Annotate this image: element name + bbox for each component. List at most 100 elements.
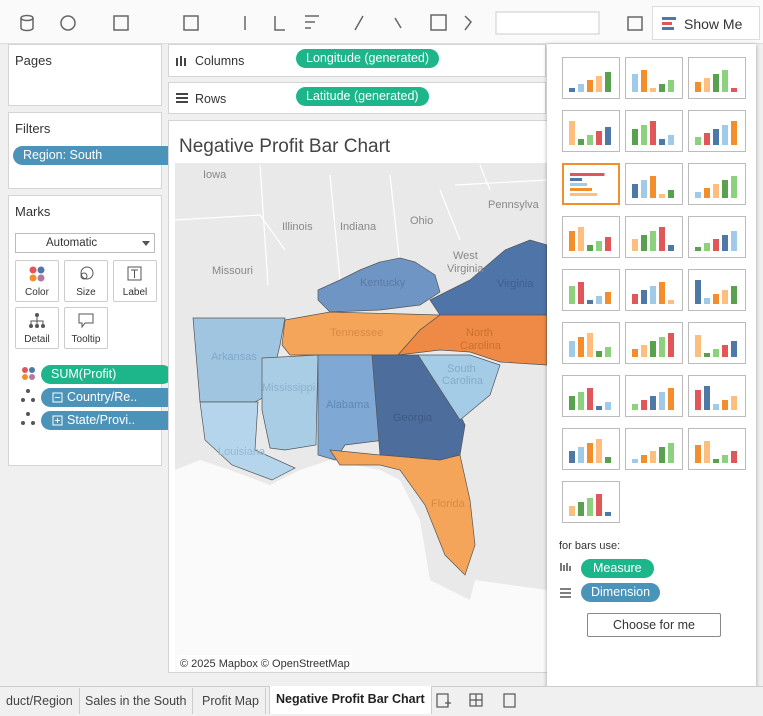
- thumbnail-shape: [605, 127, 611, 145]
- map-label: Carolina: [460, 340, 502, 352]
- thumbnail-icon: [632, 282, 674, 304]
- map-label: Missouri: [212, 265, 253, 277]
- thumbnail-shape: [641, 180, 647, 198]
- show-me-button[interactable]: Show Me: [652, 6, 760, 40]
- chart-type-thumbnail[interactable]: [688, 216, 746, 258]
- chart-type-thumbnail[interactable]: [562, 375, 620, 417]
- thumbnail-shape: [605, 237, 611, 251]
- chart-type-thumbnail[interactable]: [562, 481, 620, 523]
- thumbnail-shape: [569, 121, 575, 145]
- chart-type-thumbnail[interactable]: [625, 375, 683, 417]
- choose-for-me-button[interactable]: Choose for me: [587, 613, 721, 637]
- chart-type-thumbnail[interactable]: [562, 322, 620, 364]
- chart-type-thumbnail[interactable]: [625, 57, 683, 99]
- columns-icon: [176, 56, 186, 66]
- thumbnail-shape: [668, 333, 674, 357]
- map-label: Georgia: [393, 412, 433, 424]
- tooltip-button[interactable]: Tooltip: [64, 307, 108, 349]
- chart-type-thumbnail[interactable]: [625, 428, 683, 470]
- thumbnail-shape: [641, 455, 647, 463]
- chart-type-thumbnail[interactable]: [562, 269, 620, 311]
- thumbnail-shape: [605, 292, 611, 304]
- pages-card: Pages: [8, 44, 162, 106]
- thumbnail-shape: [632, 459, 638, 463]
- sheet-tab[interactable]: Sales in the South: [79, 688, 194, 714]
- thumbnail-shape: [605, 512, 611, 516]
- thumbnail-shape: [713, 74, 719, 92]
- sheet-tab[interactable]: duct/Region: [0, 688, 80, 714]
- map-label: Illinois: [282, 221, 313, 233]
- thumbnail-shape: [569, 396, 575, 410]
- chart-type-thumbnail[interactable]: [688, 428, 746, 470]
- thumbnail-shape: [570, 188, 592, 191]
- detail-button[interactable]: Detail: [15, 307, 59, 349]
- chart-type-thumbnail[interactable]: [688, 110, 746, 152]
- color-button[interactable]: Color: [15, 260, 59, 302]
- chart-type-thumbnail[interactable]: [688, 57, 746, 99]
- chart-type-thumbnail[interactable]: [562, 163, 620, 205]
- mark-type-dropdown[interactable]: Automatic: [15, 233, 155, 253]
- thumbnail-shape: [596, 76, 602, 92]
- chart-type-thumbnail[interactable]: [688, 163, 746, 205]
- thumbnail-shape: [641, 125, 647, 145]
- active-sheet-tab[interactable]: Negative Profit Bar Chart: [269, 686, 432, 714]
- thumbnail-icon: [569, 494, 611, 516]
- thumbnail-shape: [713, 459, 719, 463]
- map-label: Louisiana: [218, 446, 266, 458]
- tooltip-icon: [78, 313, 94, 329]
- thumbnail-shape: [596, 406, 602, 410]
- thumbnail-icon: [569, 388, 611, 410]
- thumbnail-shape: [650, 88, 656, 92]
- chart-type-thumbnail[interactable]: [688, 375, 746, 417]
- thumbnail-shape: [569, 506, 575, 516]
- chart-type-thumbnail[interactable]: [625, 269, 683, 311]
- map-label: Ohio: [410, 215, 433, 227]
- thumbnail-shape: [570, 178, 582, 181]
- size-button[interactable]: Size: [64, 260, 108, 302]
- chart-type-thumbnail[interactable]: [562, 57, 620, 99]
- map-label: Mississippi: [262, 382, 315, 394]
- thumbnail-icon: [569, 227, 611, 251]
- chart-type-thumbnail[interactable]: [625, 322, 683, 364]
- thumbnail-shape: [713, 239, 719, 251]
- columns-pill[interactable]: Longitude (generated): [296, 49, 440, 68]
- thumbnail-icon: [632, 333, 674, 357]
- thumbnail-shape: [578, 392, 584, 410]
- thumbnail-shape: [731, 231, 737, 251]
- thumbnail-shape: [587, 80, 593, 92]
- dimension-pill[interactable]: Country/Re..: [41, 388, 188, 407]
- thumbnail-shape: [596, 351, 602, 357]
- thumbnail-shape: [605, 347, 611, 357]
- attribution-bg: [177, 655, 352, 670]
- filter-pill[interactable]: Region: South: [13, 146, 177, 165]
- thumbnail-shape: [704, 386, 710, 410]
- thumbnail-shape: [713, 184, 719, 198]
- chart-type-thumbnail[interactable]: [625, 163, 683, 205]
- thumbnail-shape: [704, 353, 710, 357]
- label-icon: [127, 266, 142, 281]
- sheet-tab[interactable]: Profit Map: [196, 688, 266, 714]
- chart-type-thumbnail[interactable]: [562, 110, 620, 152]
- color-icon: [29, 266, 45, 282]
- rows-pill[interactable]: Latitude (generated): [296, 87, 429, 106]
- chart-type-thumbnail[interactable]: [625, 216, 683, 258]
- columns-shelf: Columns Longitude (generated): [168, 44, 546, 77]
- chart-type-thumbnail[interactable]: [562, 428, 620, 470]
- label-label: Label: [122, 287, 148, 298]
- chart-type-thumbnail[interactable]: [625, 110, 683, 152]
- chart-type-thumbnail[interactable]: [688, 322, 746, 364]
- dimension-pill[interactable]: State/Provi..: [41, 411, 188, 430]
- label-button[interactable]: Label: [113, 260, 157, 302]
- thumbnail-shape: [570, 173, 605, 176]
- chart-type-thumbnail[interactable]: [562, 216, 620, 258]
- measure-pill[interactable]: SUM(Profit): [41, 365, 172, 384]
- map-labels: Iowa Illinois Indiana Ohio Pennsylva Mis…: [203, 169, 540, 510]
- thumbnail-shape: [632, 404, 638, 410]
- chart-type-thumbnail[interactable]: [688, 269, 746, 311]
- thumbnail-shape: [641, 400, 647, 410]
- thumbnail-shape: [587, 388, 593, 410]
- thumbnail-shape: [731, 286, 737, 304]
- thumbnail-shape: [632, 74, 638, 92]
- thumbnail-icon: [695, 441, 737, 463]
- thumbnail-shape: [596, 494, 602, 516]
